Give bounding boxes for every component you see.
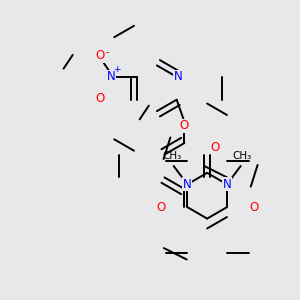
Text: +: + — [113, 65, 120, 74]
Text: O: O — [180, 119, 189, 133]
Text: O: O — [96, 49, 105, 62]
Text: O: O — [156, 201, 165, 214]
Text: CH₃: CH₃ — [163, 152, 182, 161]
Text: -: - — [106, 47, 109, 57]
Text: CH₃: CH₃ — [232, 152, 251, 161]
Text: N: N — [223, 178, 231, 191]
Text: N: N — [183, 178, 192, 191]
Text: N: N — [106, 70, 115, 83]
Text: O: O — [96, 92, 105, 105]
Text: O: O — [249, 201, 258, 214]
Text: O: O — [211, 140, 220, 154]
Text: N: N — [173, 70, 182, 83]
